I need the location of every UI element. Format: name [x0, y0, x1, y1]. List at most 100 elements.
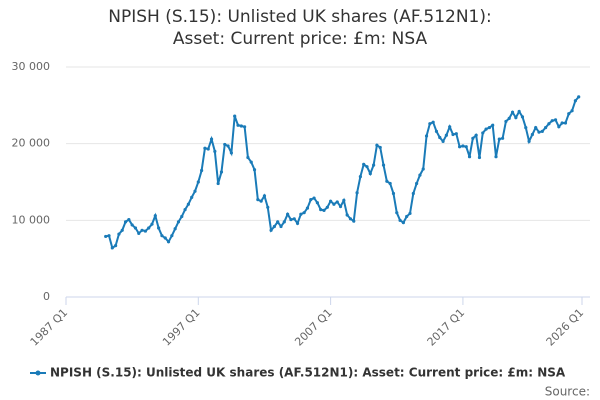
y-tick-label: 30 000	[12, 60, 51, 73]
point	[173, 227, 177, 231]
point	[246, 155, 250, 160]
point	[233, 114, 237, 118]
point	[223, 142, 227, 147]
point	[434, 129, 439, 133]
point	[269, 228, 273, 232]
point	[256, 198, 260, 202]
point	[431, 120, 435, 124]
point	[196, 180, 200, 184]
point	[252, 168, 257, 172]
point	[322, 208, 326, 212]
point	[329, 199, 333, 203]
point	[114, 244, 118, 248]
point	[553, 118, 558, 122]
point	[368, 171, 372, 176]
point	[163, 236, 167, 240]
point	[388, 181, 392, 186]
x-tick-label: 2017 Q1	[425, 306, 468, 349]
point	[166, 240, 171, 244]
point	[309, 198, 313, 202]
point	[444, 133, 448, 137]
point	[286, 212, 290, 216]
point	[183, 208, 187, 212]
point	[467, 155, 472, 159]
point	[305, 206, 310, 210]
point	[507, 116, 511, 120]
source: Source:	[545, 385, 590, 399]
point	[484, 127, 488, 131]
point	[550, 119, 554, 123]
point	[418, 173, 422, 177]
point	[282, 220, 286, 224]
point	[424, 134, 429, 138]
point	[391, 191, 396, 196]
point	[276, 220, 280, 224]
point	[279, 224, 283, 229]
point	[494, 155, 498, 159]
y-tick-label: 0	[43, 290, 50, 303]
point	[454, 132, 458, 136]
point	[332, 202, 336, 206]
point	[147, 226, 151, 230]
point	[464, 145, 468, 149]
point	[157, 226, 161, 230]
y-tick-label: 10 000	[12, 213, 51, 226]
point	[534, 125, 538, 130]
point	[289, 217, 293, 222]
point	[259, 199, 263, 203]
point	[365, 165, 369, 169]
point	[272, 224, 276, 229]
line	[105, 96, 580, 250]
point	[355, 191, 359, 195]
point	[127, 217, 131, 222]
point	[540, 129, 544, 133]
point	[501, 136, 505, 140]
point	[117, 232, 121, 236]
point	[348, 217, 353, 221]
legend-label: NPISH (S.15): Unlisted UK shares (AF.512…	[50, 366, 566, 380]
point	[381, 163, 386, 167]
point	[421, 167, 425, 171]
point	[395, 211, 399, 215]
y-tick-label: 20 000	[12, 137, 51, 150]
point	[123, 220, 128, 224]
point	[401, 221, 405, 225]
point	[345, 213, 349, 217]
point	[325, 205, 329, 209]
point	[375, 143, 379, 147]
point	[451, 132, 455, 137]
point	[216, 181, 220, 186]
point	[315, 201, 319, 205]
point	[471, 136, 475, 140]
point	[547, 122, 551, 126]
point	[362, 162, 366, 166]
point	[560, 121, 564, 125]
chart-title: NPISH (S.15): Unlisted UK shares (AF.512…	[108, 7, 492, 49]
point	[520, 115, 525, 119]
point	[140, 228, 144, 232]
point	[266, 205, 270, 209]
point	[573, 99, 577, 103]
point	[130, 223, 134, 227]
point	[563, 121, 568, 125]
point	[415, 181, 419, 186]
legend-marker	[35, 370, 41, 376]
point	[504, 119, 508, 124]
point	[295, 221, 300, 225]
point	[411, 191, 415, 196]
point	[153, 214, 157, 218]
point	[203, 146, 207, 150]
point	[408, 211, 412, 216]
point	[372, 163, 376, 167]
point	[292, 217, 296, 221]
point	[338, 204, 343, 209]
point	[143, 229, 147, 233]
x-tick-label: 2026 Q1	[544, 306, 587, 349]
point	[229, 151, 233, 155]
point	[474, 133, 478, 137]
point	[176, 220, 181, 224]
point	[160, 234, 164, 238]
point	[497, 137, 501, 141]
